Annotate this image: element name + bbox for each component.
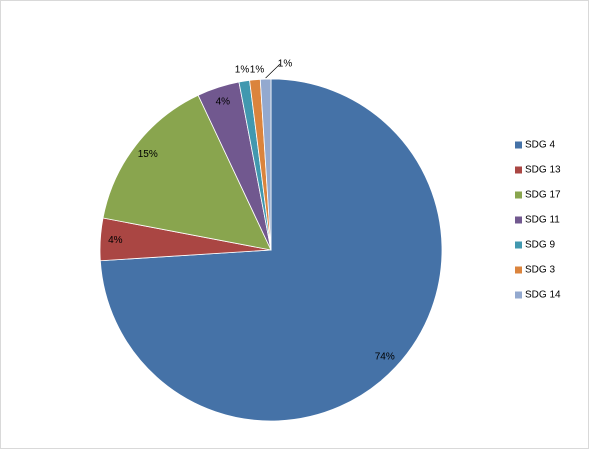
data-label: 1% xyxy=(250,65,265,76)
pie-slice xyxy=(259,78,272,251)
legend-swatch xyxy=(515,266,522,274)
data-label: 4% xyxy=(108,235,123,246)
legend-label: SDG 17 xyxy=(525,190,561,201)
data-label: 4% xyxy=(216,96,231,107)
legend-swatch xyxy=(515,166,522,174)
legend-swatch xyxy=(515,241,522,249)
legend-swatch xyxy=(515,191,522,199)
legend-label: SDG 4 xyxy=(525,140,555,151)
pie-slice xyxy=(102,94,272,251)
data-label: 1% xyxy=(278,59,293,70)
legend-label: SDG 13 xyxy=(525,165,561,176)
data-label: 15% xyxy=(138,149,158,160)
legend-label: SDG 9 xyxy=(525,240,555,251)
legend-swatch xyxy=(515,216,522,224)
legend-label: SDG 11 xyxy=(525,215,560,226)
legend-swatch xyxy=(515,291,522,299)
legend-label: SDG 14 xyxy=(525,290,561,301)
data-label: 74% xyxy=(375,351,395,362)
data-label: 1% xyxy=(235,65,250,76)
leader-line xyxy=(265,63,281,79)
legend-label: SDG 3 xyxy=(525,265,555,276)
legend-swatch xyxy=(515,141,522,149)
